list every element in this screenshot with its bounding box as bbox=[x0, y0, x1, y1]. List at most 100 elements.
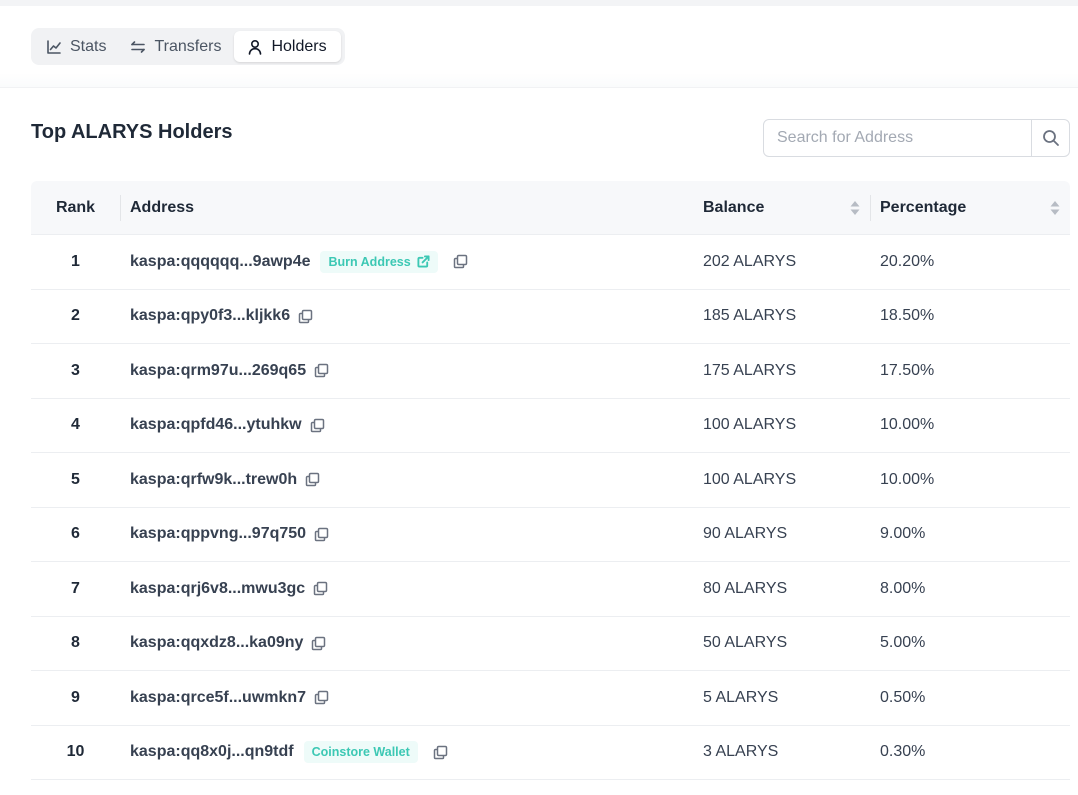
rank-cell: 4 bbox=[71, 416, 80, 434]
rank-cell: 8 bbox=[71, 634, 80, 652]
tab-holders-label: Holders bbox=[271, 37, 327, 55]
table-row: 1 kaspa:qqqqqq...9awp4e Burn Address 202… bbox=[31, 235, 1070, 290]
address-link[interactable]: kaspa:qrfw9k...trew0h bbox=[130, 470, 298, 488]
table-row: 2 kaspa:qpy0f3...kljkk6 185 ALARYS 18.50… bbox=[31, 290, 1070, 344]
address-link[interactable]: kaspa:qrj6v8...mwu3gc bbox=[130, 579, 306, 597]
column-header-address: Address bbox=[120, 181, 693, 234]
copy-icon[interactable] bbox=[314, 527, 329, 542]
address-link[interactable]: kaspa:qqqqqq...9awp4e bbox=[130, 252, 311, 270]
tab-stats-label: Stats bbox=[70, 37, 107, 55]
copy-icon[interactable] bbox=[311, 636, 326, 651]
percentage-cell: 10.00% bbox=[880, 416, 935, 434]
sort-percentage-icon[interactable] bbox=[1050, 200, 1060, 216]
table-row: 4 kaspa:qpfd46...ytuhkw 100 ALARYS 10.00… bbox=[31, 399, 1070, 453]
sort-balance-icon[interactable] bbox=[850, 200, 860, 216]
table-row: 7 kaspa:qrj6v8...mwu3gc 80 ALARYS 8.00% bbox=[31, 562, 1070, 617]
copy-icon[interactable] bbox=[313, 581, 328, 596]
address-link[interactable]: kaspa:qrm97u...269q65 bbox=[130, 361, 307, 379]
copy-icon[interactable] bbox=[305, 472, 320, 487]
address-link[interactable]: kaspa:qq8x0j...qn9tdf bbox=[130, 743, 294, 761]
copy-icon[interactable] bbox=[314, 690, 329, 705]
address-link[interactable]: kaspa:qpfd46...ytuhkw bbox=[130, 416, 302, 434]
column-header-balance-label: Balance bbox=[703, 198, 765, 216]
tabs-area: Stats Transfers Holders bbox=[0, 6, 1078, 88]
percentage-cell: 10.00% bbox=[880, 470, 935, 488]
external-link-icon bbox=[417, 255, 430, 268]
balance-cell: 185 ALARYS bbox=[703, 307, 797, 325]
arrows-left-right-icon bbox=[131, 40, 146, 53]
address-cell: kaspa:qpfd46...ytuhkw bbox=[120, 416, 693, 434]
rank-cell: 2 bbox=[71, 307, 80, 325]
percentage-cell: 20.20% bbox=[880, 252, 935, 270]
rank-cell: 1 bbox=[71, 252, 80, 270]
rank-cell: 6 bbox=[71, 525, 80, 543]
rank-cell: 7 bbox=[71, 579, 80, 597]
copy-icon[interactable] bbox=[314, 363, 329, 378]
address-tag-label: Burn Address bbox=[328, 254, 411, 269]
address-cell: kaspa:qpy0f3...kljkk6 bbox=[120, 307, 693, 325]
address-cell: kaspa:qrfw9k...trew0h bbox=[120, 471, 693, 489]
copy-icon[interactable] bbox=[310, 418, 325, 433]
table-row: 9 kaspa:qrce5f...uwmkn7 5 ALARYS 0.50% bbox=[31, 671, 1070, 726]
balance-cell: 5 ALARYS bbox=[703, 688, 779, 706]
top-strip bbox=[0, 0, 1078, 6]
percentage-cell: 0.50% bbox=[880, 688, 926, 706]
balance-cell: 80 ALARYS bbox=[703, 579, 788, 597]
address-cell: kaspa:qppvng...97q750 bbox=[120, 525, 693, 543]
copy-icon[interactable] bbox=[298, 309, 313, 324]
percentage-cell: 5.00% bbox=[880, 634, 926, 652]
balance-cell: 90 ALARYS bbox=[703, 525, 788, 543]
column-header-rank: Rank bbox=[55, 198, 96, 216]
address-link[interactable]: kaspa:qqxdz8...ka09ny bbox=[130, 634, 304, 652]
balance-cell: 50 ALARYS bbox=[703, 634, 788, 652]
column-header-address-label: Address bbox=[130, 198, 195, 216]
table-row: 8 kaspa:qqxdz8...ka09ny 50 ALARYS 5.00% bbox=[31, 617, 1070, 671]
percentage-cell: 9.00% bbox=[880, 525, 926, 543]
address-cell: kaspa:qrm97u...269q65 bbox=[120, 362, 693, 380]
search-button[interactable] bbox=[1031, 120, 1069, 156]
holders-table: Rank Address Balance Percentage 1 kaspa:… bbox=[31, 181, 1070, 780]
balance-cell: 202 ALARYS bbox=[703, 252, 797, 270]
percentage-cell: 18.50% bbox=[880, 307, 935, 325]
tab-transfers[interactable]: Transfers bbox=[119, 31, 234, 62]
copy-icon[interactable] bbox=[453, 254, 468, 269]
address-tag-label: Coinstore Wallet bbox=[311, 745, 410, 760]
address-cell: kaspa:qrce5f...uwmkn7 bbox=[120, 689, 693, 707]
table-row: 5 kaspa:qrfw9k...trew0h 100 ALARYS 10.00… bbox=[31, 453, 1070, 508]
tab-transfers-label: Transfers bbox=[154, 37, 222, 55]
user-icon bbox=[249, 39, 262, 55]
column-header-percentage[interactable]: Percentage bbox=[870, 181, 1070, 234]
address-link[interactable]: kaspa:qpy0f3...kljkk6 bbox=[130, 307, 291, 325]
table-row: 10 kaspa:qq8x0j...qn9tdf Coinstore Walle… bbox=[31, 726, 1070, 780]
table-row: 3 kaspa:qrm97u...269q65 175 ALARYS 17.50… bbox=[31, 344, 1070, 399]
address-link[interactable]: kaspa:qrce5f...uwmkn7 bbox=[130, 688, 307, 706]
rank-cell: 9 bbox=[71, 688, 80, 706]
chart-line-icon bbox=[47, 39, 61, 54]
search-input[interactable] bbox=[764, 120, 1031, 156]
copy-icon[interactable] bbox=[433, 745, 448, 760]
balance-cell: 175 ALARYS bbox=[703, 361, 797, 379]
page-title: Top ALARYS Holders bbox=[31, 121, 233, 143]
tab-bar: Stats Transfers Holders bbox=[31, 28, 345, 65]
address-link[interactable]: kaspa:qppvng...97q750 bbox=[130, 525, 307, 543]
tab-holders[interactable]: Holders bbox=[234, 31, 342, 62]
balance-cell: 3 ALARYS bbox=[703, 743, 779, 761]
address-cell: kaspa:qqxdz8...ka09ny bbox=[120, 634, 693, 652]
rank-cell: 3 bbox=[71, 361, 80, 379]
address-cell: kaspa:qq8x0j...qn9tdf Coinstore Wallet bbox=[120, 741, 693, 764]
tab-stats[interactable]: Stats bbox=[34, 31, 119, 62]
percentage-cell: 17.50% bbox=[880, 361, 935, 379]
balance-cell: 100 ALARYS bbox=[703, 416, 797, 434]
search-box bbox=[763, 119, 1070, 157]
balance-cell: 100 ALARYS bbox=[703, 470, 797, 488]
rank-cell: 10 bbox=[66, 743, 85, 761]
rank-cell: 5 bbox=[71, 470, 80, 488]
column-header-balance[interactable]: Balance bbox=[693, 181, 870, 234]
percentage-cell: 0.30% bbox=[880, 743, 926, 761]
table-header: Rank Address Balance Percentage bbox=[31, 181, 1070, 235]
address-cell: kaspa:qqqqqq...9awp4e Burn Address bbox=[120, 250, 693, 273]
search-icon bbox=[1042, 130, 1059, 146]
address-tag: Coinstore Wallet bbox=[303, 741, 418, 764]
table-row: 6 kaspa:qppvng...97q750 90 ALARYS 9.00% bbox=[31, 508, 1070, 562]
address-tag[interactable]: Burn Address bbox=[320, 250, 438, 273]
